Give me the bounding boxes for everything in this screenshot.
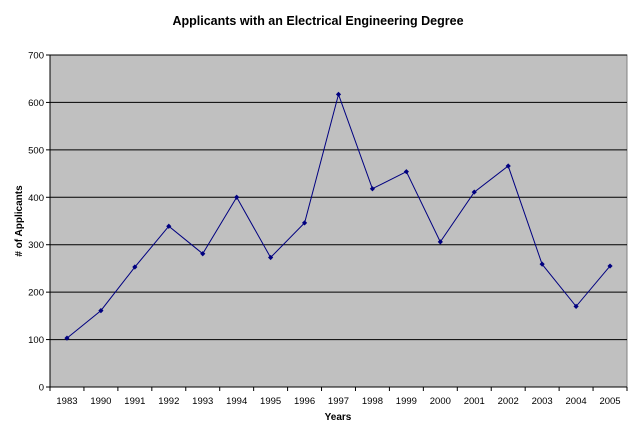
series — [64, 91, 613, 341]
y-tick-label: 0 — [39, 383, 44, 394]
data-point — [98, 308, 104, 314]
x-tick-label: 2004 — [566, 396, 587, 407]
x-tick-label: 1998 — [362, 396, 383, 407]
data-point — [573, 303, 579, 309]
plot-area — [49, 54, 628, 388]
y-tick-label: 200 — [28, 288, 44, 299]
data-point — [607, 263, 613, 269]
x-tick-label: 1999 — [396, 396, 417, 407]
y-axis-label: # of Applicants — [14, 185, 25, 257]
x-tick-label: 2003 — [532, 396, 553, 407]
data-point — [505, 163, 511, 169]
y-tick-label: 500 — [28, 145, 44, 156]
gridlines — [50, 54, 627, 341]
data-point — [234, 194, 240, 200]
y-tick-label: 700 — [28, 51, 44, 62]
y-tick-label: 300 — [28, 240, 44, 251]
x-tick-label: 1983 — [56, 396, 77, 407]
x-tick-label: 1993 — [192, 396, 213, 407]
data-point — [471, 189, 477, 195]
y-tick-label: 600 — [28, 98, 44, 109]
data-point — [369, 186, 376, 192]
data-point — [200, 251, 206, 257]
data-point — [335, 91, 342, 97]
x-tick-label: 2000 — [430, 396, 451, 407]
data-point — [301, 220, 308, 226]
x-tick-label: 2001 — [464, 396, 485, 407]
x-tick-label: 1991 — [124, 396, 145, 407]
x-axis-label: Years — [325, 412, 352, 423]
x-tick-label: 1992 — [158, 396, 179, 407]
data-point — [437, 239, 443, 245]
axes — [46, 54, 628, 391]
data-point — [539, 261, 545, 267]
x-tick-label: 1990 — [90, 396, 111, 407]
data-point — [132, 264, 138, 270]
data-point — [64, 335, 70, 341]
x-tick-labels: 1983 1990 1991 1992 1993 1994 1995 1996 1997 1998… — [56, 396, 620, 407]
x-tick-label: 1995 — [260, 396, 281, 407]
x-tick-label: 1996 — [294, 396, 315, 407]
data-point — [268, 254, 274, 261]
x-tick-label: 2002 — [498, 396, 519, 407]
chart-title: Applicants with an Electrical Engineerin… — [172, 14, 463, 28]
x-tick-label: 1997 — [328, 396, 349, 407]
x-tick-label: 2005 — [599, 396, 620, 407]
data-point — [403, 169, 409, 175]
y-tick-label: 100 — [28, 335, 44, 346]
y-tick-labels: 0 100 200 300 400 500 600 700 — [28, 51, 44, 394]
y-tick-label: 400 — [28, 193, 44, 204]
x-tick-label: 1994 — [226, 396, 247, 407]
data-point — [166, 223, 172, 229]
